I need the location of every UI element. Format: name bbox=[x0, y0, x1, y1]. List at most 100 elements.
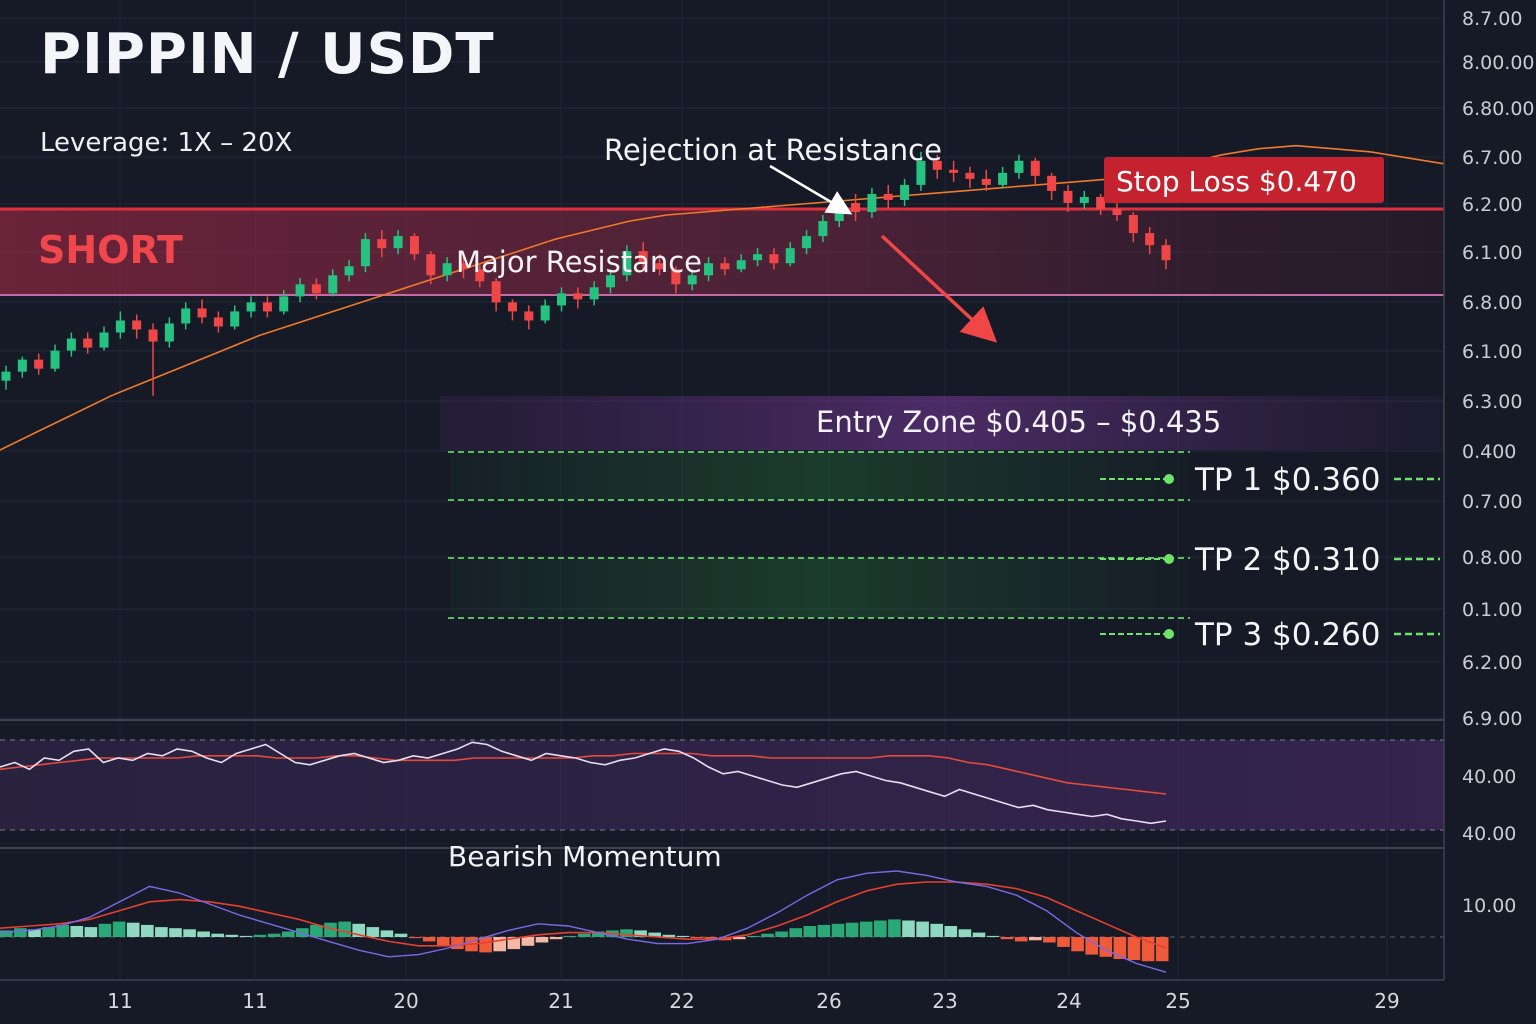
candle-body bbox=[66, 338, 76, 351]
candle-body bbox=[50, 350, 60, 369]
candle-body bbox=[1063, 190, 1073, 203]
candle-body bbox=[753, 254, 763, 261]
histogram-bar bbox=[676, 935, 690, 937]
histogram-bar bbox=[916, 921, 929, 937]
histogram-bar bbox=[380, 930, 394, 937]
histogram-bar bbox=[845, 922, 859, 937]
candle-body bbox=[883, 193, 893, 200]
candle-body bbox=[1145, 233, 1155, 246]
histogram-bar bbox=[155, 927, 168, 937]
histogram-bar bbox=[422, 937, 436, 942]
histogram-bar bbox=[281, 931, 295, 937]
histogram-bar bbox=[1155, 937, 1169, 962]
histogram-bar bbox=[888, 919, 901, 937]
tp-label: TP 1 $0.360 bbox=[1194, 462, 1381, 498]
histogram-bar bbox=[817, 924, 831, 937]
candle-body bbox=[573, 293, 583, 300]
y-tick-label: 8.00.00 bbox=[1462, 52, 1535, 74]
candle-body bbox=[802, 236, 812, 249]
candle-body bbox=[507, 302, 517, 312]
histogram-bar bbox=[747, 935, 760, 937]
major-resistance-label: Major Resistance bbox=[456, 245, 702, 279]
candle-body bbox=[1030, 160, 1040, 176]
bearish-arrow bbox=[880, 234, 998, 343]
candle-body bbox=[671, 269, 681, 285]
candle-body bbox=[246, 302, 256, 312]
histogram-bar bbox=[479, 937, 492, 953]
bearish-momentum-label: Bearish Momentum bbox=[448, 840, 722, 873]
histogram-bar bbox=[902, 920, 915, 937]
candle-body bbox=[230, 311, 240, 327]
candle-body bbox=[769, 254, 779, 264]
y-tick-label: 0.7.00 bbox=[1462, 491, 1522, 513]
candle-body bbox=[83, 338, 93, 348]
x-tick-label: 25 bbox=[1165, 989, 1190, 1013]
candle-body bbox=[524, 311, 534, 321]
candle-body bbox=[851, 202, 861, 213]
histogram-bar bbox=[1014, 937, 1028, 942]
x-axis-ticks: 11 11 20 21 22 26 23 24 25 29 bbox=[107, 989, 1399, 1013]
entry-zone-label: Entry Zone $0.405 – $0.435 bbox=[816, 405, 1221, 439]
rsi-band bbox=[0, 740, 1444, 830]
histogram-bar bbox=[986, 935, 1000, 937]
candle-body bbox=[687, 275, 697, 285]
histogram-bar bbox=[1127, 937, 1141, 961]
x-tick-label: 26 bbox=[816, 989, 841, 1013]
y-tick-label: 10.00 bbox=[1462, 895, 1516, 917]
histogram-bar bbox=[592, 931, 605, 937]
histogram-bar bbox=[690, 937, 704, 939]
stop-loss-badge bbox=[1104, 157, 1384, 203]
histogram-bar bbox=[197, 931, 210, 937]
candle-body bbox=[1079, 196, 1089, 203]
histogram-bar bbox=[972, 932, 986, 937]
rsi-line bbox=[0, 741, 1167, 825]
candle-body bbox=[1047, 175, 1057, 191]
rejection-arrow bbox=[769, 164, 853, 215]
candle-body bbox=[132, 320, 142, 330]
histogram-bar bbox=[324, 922, 337, 937]
x-tick-label: 11 bbox=[242, 989, 267, 1013]
histogram-bar bbox=[1071, 937, 1084, 952]
histogram-bar bbox=[28, 929, 41, 937]
histogram-bar bbox=[169, 928, 182, 937]
y-tick-label: 0.8.00 bbox=[1462, 547, 1522, 569]
leverage-text: Leverage: 1X – 20X bbox=[40, 128, 293, 158]
candle-body bbox=[736, 260, 746, 270]
tp-dot bbox=[1164, 629, 1174, 639]
histogram-bar bbox=[634, 930, 647, 937]
histogram-bar bbox=[211, 933, 224, 937]
candle-body bbox=[720, 263, 730, 270]
histogram-bar bbox=[733, 937, 746, 940]
histogram-bar bbox=[42, 927, 55, 937]
take-profit-labels: TP 1 $0.360 TP 2 $0.310 TP 3 $0.260 bbox=[1100, 462, 1440, 653]
candle-body bbox=[1, 371, 11, 381]
candle-body bbox=[606, 275, 616, 288]
rsi-signal-line bbox=[0, 752, 1167, 795]
histogram-bar bbox=[704, 937, 718, 940]
candle-body bbox=[949, 169, 959, 173]
candle-body bbox=[426, 254, 436, 276]
histogram-bar bbox=[267, 933, 281, 937]
histogram-bar bbox=[1113, 937, 1127, 959]
histogram-bar bbox=[253, 934, 267, 937]
candle-body bbox=[785, 248, 795, 264]
y-tick-label: 8.7.00 bbox=[1462, 8, 1522, 30]
histogram-bar bbox=[183, 929, 196, 937]
short-label: SHORT bbox=[38, 228, 183, 272]
histogram-bar bbox=[56, 924, 69, 937]
histogram-bar bbox=[1000, 937, 1014, 940]
candle-body bbox=[213, 317, 223, 327]
candle-body bbox=[360, 239, 370, 267]
candle-body bbox=[1112, 209, 1122, 216]
candle-body bbox=[148, 329, 158, 342]
y-tick-label: 0.1.00 bbox=[1462, 599, 1522, 621]
candle-body bbox=[344, 266, 354, 276]
entry-zone bbox=[440, 396, 1444, 450]
candle-body bbox=[262, 302, 272, 312]
candle-body bbox=[115, 320, 125, 333]
y-tick-label: 6.3.00 bbox=[1462, 391, 1522, 413]
x-tick-label: 11 bbox=[107, 989, 132, 1013]
y-tick-label: 6.8.00 bbox=[1462, 292, 1522, 314]
candle-body bbox=[197, 308, 207, 318]
